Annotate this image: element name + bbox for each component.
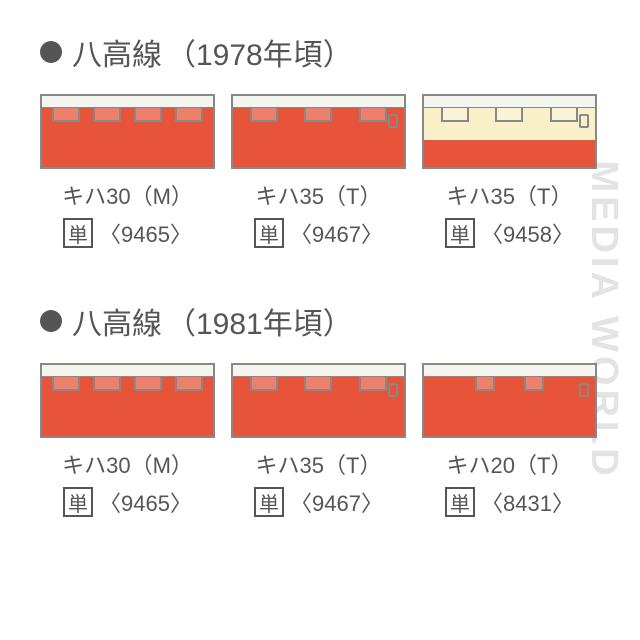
train-roof xyxy=(422,94,597,108)
model-name: キハ20（T） xyxy=(445,448,574,480)
train-graphic xyxy=(40,363,215,438)
title-line-name: 八高線 xyxy=(72,299,162,343)
train-roof xyxy=(231,363,406,377)
train-labels: キハ35（T） 単〈9467〉 xyxy=(254,179,383,249)
model-name: キハ35（T） xyxy=(445,179,574,211)
train-door xyxy=(134,108,162,122)
code-line: 単〈9467〉 xyxy=(254,217,383,249)
section-title: 八高線（1981年頃） xyxy=(40,299,610,343)
title-line-name: 八高線 xyxy=(72,30,162,74)
product-code: 〈9465〉 xyxy=(99,486,192,518)
train-door xyxy=(134,377,162,391)
bullet-icon xyxy=(40,41,62,63)
model-name: キハ30（M） xyxy=(62,448,193,480)
content-root: 八高線（1978年頃）キハ30（M）単〈9465〉キハ35（T）単〈9467〉キ… xyxy=(40,30,610,518)
train-unit: キハ35（T） 単〈9458〉 xyxy=(422,94,597,249)
train-row: キハ30（M）単〈9465〉キハ35（T）単〈9467〉キハ20（T）単〈843… xyxy=(40,363,610,518)
train-door xyxy=(475,377,495,391)
box-char: 単 xyxy=(445,218,475,248)
train-unit: キハ35（T） 単〈9467〉 xyxy=(231,94,406,249)
train-door xyxy=(93,108,121,122)
section-1: 八高線（1981年頃）キハ30（M）単〈9465〉キハ35（T）単〈9467〉キ… xyxy=(40,299,610,518)
code-line: 単〈9467〉 xyxy=(254,486,383,518)
train-unit: キハ35（T） 単〈9467〉 xyxy=(231,363,406,518)
box-char: 単 xyxy=(445,487,475,517)
train-doors xyxy=(40,377,215,391)
train-detail-box xyxy=(579,383,589,397)
train-labels: キハ35（T） 単〈9467〉 xyxy=(254,448,383,518)
code-line: 単〈9465〉 xyxy=(62,217,193,249)
train-door xyxy=(441,108,469,122)
box-char: 単 xyxy=(63,487,93,517)
train-graphic xyxy=(231,363,406,438)
product-code: 〈9458〉 xyxy=(481,217,574,249)
train-unit: キハ30（M） 単〈9465〉 xyxy=(40,94,215,249)
train-door xyxy=(52,108,80,122)
train-detail-box xyxy=(388,383,398,397)
train-door xyxy=(524,377,544,391)
train-labels: キハ35（T） 単〈9458〉 xyxy=(445,179,574,249)
train-roof xyxy=(231,94,406,108)
train-graphic xyxy=(231,94,406,169)
product-code: 〈9465〉 xyxy=(99,217,192,249)
train-door xyxy=(550,108,578,122)
train-graphic xyxy=(422,363,597,438)
box-char: 単 xyxy=(254,487,284,517)
model-name: キハ35（T） xyxy=(254,179,383,211)
train-doors xyxy=(422,108,597,122)
box-char: 単 xyxy=(254,218,284,248)
bullet-icon xyxy=(40,310,62,332)
train-row: キハ30（M）単〈9465〉キハ35（T）単〈9467〉キハ35（T）単〈945… xyxy=(40,94,610,249)
train-detail-box xyxy=(579,114,589,128)
train-door xyxy=(304,108,332,122)
train-door xyxy=(175,377,203,391)
train-door xyxy=(359,377,387,391)
train-roof xyxy=(40,94,215,108)
train-graphic xyxy=(40,94,215,169)
product-code: 〈8431〉 xyxy=(481,486,574,518)
product-code: 〈9467〉 xyxy=(290,486,383,518)
train-labels: キハ30（M） 単〈9465〉 xyxy=(62,448,193,518)
section-0: 八高線（1978年頃）キハ30（M）単〈9465〉キハ35（T）単〈9467〉キ… xyxy=(40,30,610,249)
train-door xyxy=(93,377,121,391)
train-graphic xyxy=(422,94,597,169)
title-period: （1981年頃） xyxy=(166,299,353,343)
train-door xyxy=(359,108,387,122)
train-doors xyxy=(40,108,215,122)
train-labels: キハ20（T） 単〈8431〉 xyxy=(445,448,574,518)
train-doors xyxy=(231,108,406,122)
train-doors xyxy=(231,377,406,391)
train-unit: キハ30（M） 単〈9465〉 xyxy=(40,363,215,518)
train-roof xyxy=(422,363,597,377)
train-unit: キハ20（T） 単〈8431〉 xyxy=(422,363,597,518)
train-door xyxy=(304,377,332,391)
train-door xyxy=(175,108,203,122)
model-name: キハ30（M） xyxy=(62,179,193,211)
train-door xyxy=(250,108,278,122)
code-line: 単〈9465〉 xyxy=(62,486,193,518)
product-code: 〈9467〉 xyxy=(290,217,383,249)
section-title: 八高線（1978年頃） xyxy=(40,30,610,74)
train-labels: キハ30（M） 単〈9465〉 xyxy=(62,179,193,249)
code-line: 単〈9458〉 xyxy=(445,217,574,249)
title-period: （1978年頃） xyxy=(166,30,353,74)
train-door xyxy=(250,377,278,391)
box-char: 単 xyxy=(63,218,93,248)
train-door xyxy=(495,108,523,122)
train-detail-box xyxy=(388,114,398,128)
train-door xyxy=(52,377,80,391)
train-doors xyxy=(422,377,597,391)
code-line: 単〈8431〉 xyxy=(445,486,574,518)
train-roof xyxy=(40,363,215,377)
model-name: キハ35（T） xyxy=(254,448,383,480)
